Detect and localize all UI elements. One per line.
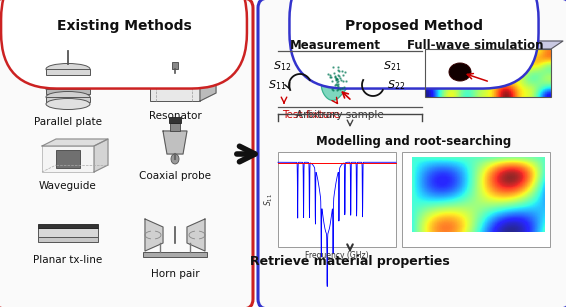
Bar xyxy=(170,123,180,131)
Bar xyxy=(38,224,98,228)
Point xyxy=(336,75,345,80)
Ellipse shape xyxy=(46,64,90,75)
Polygon shape xyxy=(145,219,163,251)
Text: Full-wave simulation: Full-wave simulation xyxy=(407,38,543,52)
Point xyxy=(328,87,337,92)
Polygon shape xyxy=(200,65,216,101)
Text: Coaxial probe: Coaxial probe xyxy=(139,171,211,181)
Point xyxy=(333,87,342,92)
Point xyxy=(340,69,349,74)
Ellipse shape xyxy=(46,84,90,95)
Polygon shape xyxy=(425,41,563,49)
Point xyxy=(324,72,333,76)
Point xyxy=(332,76,341,81)
Bar xyxy=(278,152,396,247)
Point xyxy=(328,79,337,84)
Polygon shape xyxy=(163,131,187,154)
Point xyxy=(331,81,340,86)
Point xyxy=(332,80,341,85)
Text: Modelling and root-searching: Modelling and root-searching xyxy=(316,134,512,147)
Point xyxy=(325,72,335,77)
Bar xyxy=(172,62,178,69)
Bar xyxy=(425,49,551,97)
Text: Retrieve material properties: Retrieve material properties xyxy=(250,255,450,269)
Point xyxy=(333,72,342,77)
Ellipse shape xyxy=(171,154,179,164)
Point xyxy=(335,73,344,78)
Text: Parallel plate: Parallel plate xyxy=(34,117,102,127)
Bar xyxy=(56,150,80,168)
Point xyxy=(328,64,337,69)
Bar xyxy=(38,228,98,237)
Point xyxy=(331,74,340,79)
Text: $S_{22}$: $S_{22}$ xyxy=(387,78,405,92)
Point xyxy=(334,87,343,91)
Point xyxy=(327,87,336,91)
Point xyxy=(331,76,340,81)
Point xyxy=(333,81,342,86)
Point xyxy=(336,86,345,91)
Text: Resonator: Resonator xyxy=(149,111,201,121)
Text: Waveguide: Waveguide xyxy=(39,181,97,191)
Point xyxy=(331,74,340,79)
Text: Measurement: Measurement xyxy=(289,38,380,52)
Text: $S_{21}$: $S_{21}$ xyxy=(383,59,401,73)
Ellipse shape xyxy=(449,63,471,81)
FancyBboxPatch shape xyxy=(258,0,566,307)
Point xyxy=(333,76,342,81)
Polygon shape xyxy=(187,219,205,251)
FancyBboxPatch shape xyxy=(0,0,253,307)
Point xyxy=(339,84,348,89)
Polygon shape xyxy=(150,65,216,73)
Point xyxy=(341,79,350,84)
Text: $S_{12}$: $S_{12}$ xyxy=(273,59,291,73)
Text: $S_{11}$: $S_{11}$ xyxy=(268,78,286,92)
Bar xyxy=(46,97,90,102)
Point xyxy=(337,78,346,83)
Ellipse shape xyxy=(46,99,90,110)
Point xyxy=(338,78,348,83)
Bar xyxy=(169,117,181,123)
Point xyxy=(338,68,347,73)
Point xyxy=(327,75,336,80)
Point xyxy=(325,75,335,80)
Text: Frequency (GHz): Frequency (GHz) xyxy=(305,251,369,260)
Point xyxy=(334,64,343,69)
Point xyxy=(333,83,342,88)
Text: Existing Methods: Existing Methods xyxy=(57,19,191,33)
Text: $S_{11}$: $S_{11}$ xyxy=(263,193,275,206)
Point xyxy=(333,84,342,88)
Bar xyxy=(402,152,550,247)
Text: Horn pair: Horn pair xyxy=(151,269,199,279)
Bar xyxy=(38,237,98,242)
Bar xyxy=(42,146,94,172)
Bar xyxy=(143,252,207,257)
Polygon shape xyxy=(94,139,108,172)
Text: Test fixture: Test fixture xyxy=(282,110,340,120)
Point xyxy=(333,68,342,72)
Text: Proposed Method: Proposed Method xyxy=(345,19,483,33)
Point xyxy=(329,71,338,76)
Polygon shape xyxy=(321,58,353,100)
Ellipse shape xyxy=(46,91,90,103)
Polygon shape xyxy=(42,139,108,146)
Point xyxy=(332,78,341,83)
Bar xyxy=(46,89,90,94)
Text: Planar tx-line: Planar tx-line xyxy=(33,255,102,265)
Point xyxy=(331,83,340,88)
Text: Arbitrary sample: Arbitrary sample xyxy=(296,110,384,120)
Point xyxy=(333,77,342,82)
Bar xyxy=(150,73,200,101)
Point xyxy=(337,85,346,90)
Point xyxy=(333,79,342,84)
Point xyxy=(338,73,348,78)
Point xyxy=(335,68,344,73)
Bar xyxy=(46,69,90,75)
